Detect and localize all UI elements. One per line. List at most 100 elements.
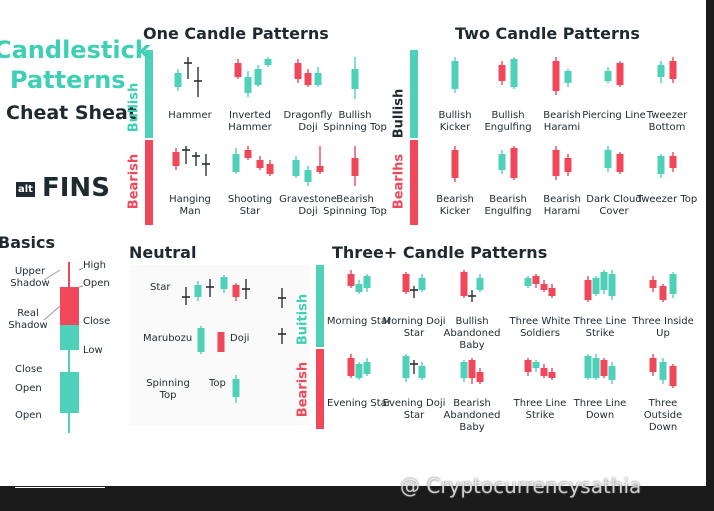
- rule: [15, 487, 105, 488]
- candle-body: [524, 360, 532, 372]
- bearish-bar: [410, 140, 418, 225]
- pattern-label: Bullish Kicker: [438, 110, 472, 133]
- pattern-label: Shooting Star: [227, 194, 273, 217]
- bullish-bar: [145, 50, 153, 138]
- candle-body: [292, 160, 300, 176]
- pattern-label: Morning Star: [326, 316, 392, 327]
- watermark: @ Cryptocurrencysathia: [400, 474, 642, 498]
- brand: FINS: [42, 173, 110, 203]
- candle-body: [220, 277, 228, 289]
- section-title: Basics: [0, 233, 56, 252]
- candle-body: [355, 284, 363, 292]
- pattern-label: Evening Doji Star: [382, 398, 446, 421]
- candle-body: [498, 154, 506, 170]
- pattern-label: Three White Soldiers: [509, 316, 571, 339]
- section-title: Neutral: [129, 243, 197, 262]
- candle-body: [532, 362, 540, 368]
- pattern-label: Dragonfly Doji: [283, 110, 333, 133]
- candle-body: [266, 164, 274, 174]
- pattern-label: Tweezer Bottom: [646, 110, 688, 133]
- candle-body: [244, 77, 252, 93]
- candle-body: [294, 63, 302, 79]
- pattern-label: Three Outside Down: [643, 398, 683, 433]
- pattern-label: Bullish Engulfing: [484, 110, 532, 133]
- title: Candlestick: [0, 36, 151, 64]
- candle-body: [264, 59, 272, 65]
- candle-body: [540, 368, 548, 376]
- candle-body: [552, 150, 560, 176]
- bearish-bar: [145, 140, 153, 225]
- candle-body: [254, 69, 262, 85]
- basics-label: Open: [15, 410, 42, 421]
- candle-body: [451, 61, 459, 89]
- candle-body: [659, 362, 667, 380]
- pattern-label: Bearish Engulfing: [484, 194, 532, 217]
- candle-body: [194, 285, 202, 297]
- bullish-bar: [316, 265, 324, 347]
- candle-body: [524, 278, 532, 286]
- candle-body: [363, 276, 371, 288]
- candle-body: [351, 158, 359, 176]
- candle-body: [649, 280, 657, 288]
- basics-label: Open: [15, 383, 42, 394]
- candle-body: [351, 69, 359, 89]
- pattern-label: Bearish Abandoned Baby: [443, 398, 501, 433]
- candle-body: [548, 288, 556, 296]
- pattern-label: Three Line Strike: [513, 398, 567, 421]
- candle-body: [217, 332, 225, 352]
- candle-body: [669, 366, 677, 386]
- pattern-label: Hanging Man: [169, 194, 211, 217]
- candle-body: [234, 63, 242, 77]
- neutral-label: Spinning Top: [146, 378, 190, 401]
- candle-body: [347, 274, 355, 286]
- pattern-label: Bearish Spinning Top: [323, 194, 387, 217]
- candle-body: [197, 328, 205, 352]
- candle-body: [232, 379, 240, 397]
- candle-body: [172, 152, 180, 166]
- pattern-label: Bearish Harami: [543, 110, 581, 133]
- candle-body: [564, 158, 572, 172]
- candle-body: [304, 73, 312, 85]
- candle-body: [468, 360, 476, 378]
- candle-body: [548, 372, 556, 378]
- candle-body: [476, 278, 484, 290]
- candle-body: [608, 366, 616, 380]
- candle-body: [657, 156, 665, 174]
- candle-body: [584, 356, 592, 378]
- subtitle: Cheat Sheat: [6, 102, 137, 124]
- pattern-label: Tweezer Top: [636, 194, 698, 205]
- candle-body: [657, 65, 665, 77]
- basics-label: Real Shadow: [8, 308, 48, 331]
- candle-body: [564, 71, 572, 83]
- candle-body: [314, 73, 322, 85]
- candle-body: [552, 61, 560, 91]
- bottom-band: [0, 486, 714, 511]
- pattern-label: Hammer: [168, 110, 212, 121]
- candle-body: [232, 285, 240, 297]
- section-title: Two Candle Patterns: [455, 24, 640, 43]
- candle-body: [418, 278, 426, 290]
- basics-diagram: [43, 262, 84, 433]
- basics-label: Low: [83, 345, 103, 356]
- candle-body: [510, 148, 518, 178]
- candle-body: [608, 274, 616, 296]
- pattern-label: Three Line Down: [573, 398, 627, 421]
- candle-body: [604, 71, 612, 81]
- candle-body: [232, 154, 240, 172]
- pattern-label: Bearish Kicker: [436, 194, 474, 217]
- candle-body: [540, 284, 548, 290]
- candle-body: [347, 358, 355, 376]
- candle-body: [304, 170, 312, 182]
- basics-label: Close: [83, 316, 111, 327]
- candle-body: [659, 286, 667, 300]
- candle-body: [592, 278, 600, 294]
- candle-body: [510, 59, 518, 87]
- neutral-label: Star: [150, 282, 171, 293]
- pattern-label: Dark Cloud Cover: [586, 194, 642, 217]
- candle-body: [592, 358, 600, 378]
- candle-body: [174, 73, 182, 87]
- bearish-label: Bearish: [295, 361, 311, 418]
- candle-body: [604, 150, 612, 168]
